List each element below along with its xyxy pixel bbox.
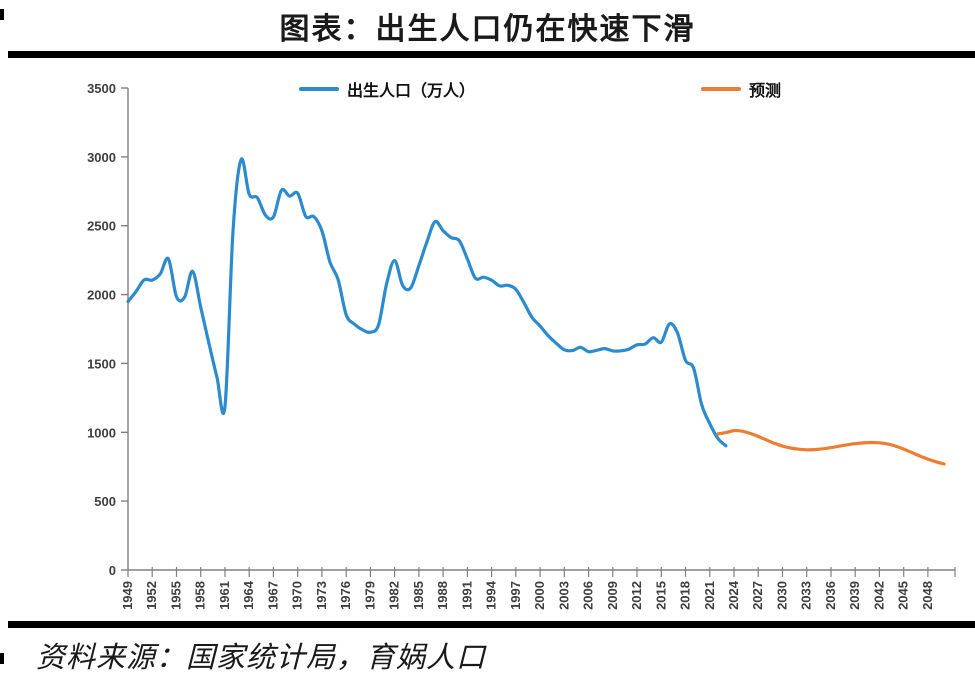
x-tick-label: 2027: [750, 581, 765, 610]
edge-artifact-bottom: [0, 653, 4, 664]
legend-label-forecast: 预测: [749, 83, 782, 100]
x-tick-label: 2048: [920, 581, 935, 610]
y-tick-label: 3500: [87, 81, 116, 96]
x-tick-label: 2006: [581, 581, 596, 610]
x-tick-label: 1958: [193, 581, 208, 610]
edge-artifact-top: [0, 9, 4, 20]
y-tick-label: 0: [109, 563, 116, 578]
x-tick-label: 2039: [847, 581, 862, 610]
x-tick-label: 2000: [532, 581, 547, 610]
y-tick-label: 3000: [87, 150, 116, 165]
y-tick-label: 1500: [87, 356, 116, 371]
x-tick-label: 2009: [605, 581, 620, 610]
x-tick-label: 1985: [411, 581, 426, 610]
x-tick-label: 2012: [629, 581, 644, 610]
y-tick-label: 2500: [87, 219, 116, 234]
x-tick-label: 1964: [241, 580, 256, 610]
x-tick-label: 2042: [871, 581, 886, 610]
x-tick-label: 2018: [678, 581, 693, 610]
x-tick-label: 1949: [120, 581, 135, 610]
x-tick-label: 2030: [775, 581, 790, 610]
x-tick-label: 2036: [823, 581, 838, 610]
x-tick-label: 1991: [459, 581, 474, 610]
x-tick-label: 1976: [338, 581, 353, 610]
y-tick-label: 500: [94, 494, 116, 509]
x-tick-label: 2003: [556, 581, 571, 610]
source-note: 资料来源：国家统计局，育娲人口: [36, 642, 487, 674]
x-tick-label: 1955: [169, 581, 184, 610]
y-tick-label: 2000: [87, 288, 116, 303]
top-divider: [8, 51, 975, 58]
bottom-divider: [8, 621, 975, 628]
x-axis-ticks: 1949 1952 1955 1958 1961 1964 1967 1970 1973 1976…: [120, 567, 956, 610]
x-tick-label: 1952: [144, 581, 159, 610]
x-tick-label: 1982: [387, 581, 402, 610]
x-tick-label: 1961: [217, 581, 232, 610]
x-tick-label: 2015: [653, 581, 668, 610]
chart-title: 图表：出生人口仍在快速下滑: [279, 13, 696, 46]
actual-series-line: [126, 157, 728, 448]
x-tick-label: 1967: [265, 581, 280, 610]
x-tick-label: 1997: [508, 581, 523, 610]
x-tick-label: 1979: [362, 581, 377, 610]
forecast-series-line: [716, 428, 946, 466]
x-tick-label: 2045: [896, 581, 911, 610]
x-tick-label: 2033: [799, 581, 814, 610]
legend-item-forecast: 预测: [701, 80, 782, 100]
y-tick-label: 1000: [87, 425, 116, 440]
x-tick-label: 2024: [726, 580, 741, 610]
legend-label-actual: 出生人口（万人）: [347, 83, 476, 100]
x-tick-label: 1970: [290, 581, 305, 610]
x-tick-label: 2021: [702, 581, 717, 610]
legend-item-actual: 出生人口（万人）: [299, 80, 476, 100]
y-axis-ticks: 0 500 1000 1500 2000 2500 3000 3500: [87, 81, 128, 578]
x-tick-label: 1994: [484, 580, 499, 610]
forecast-line-swatch: [701, 87, 741, 91]
actual-line-swatch: [299, 87, 339, 91]
x-tick-label: 1988: [435, 581, 450, 610]
x-tick-label: 1973: [314, 581, 329, 610]
